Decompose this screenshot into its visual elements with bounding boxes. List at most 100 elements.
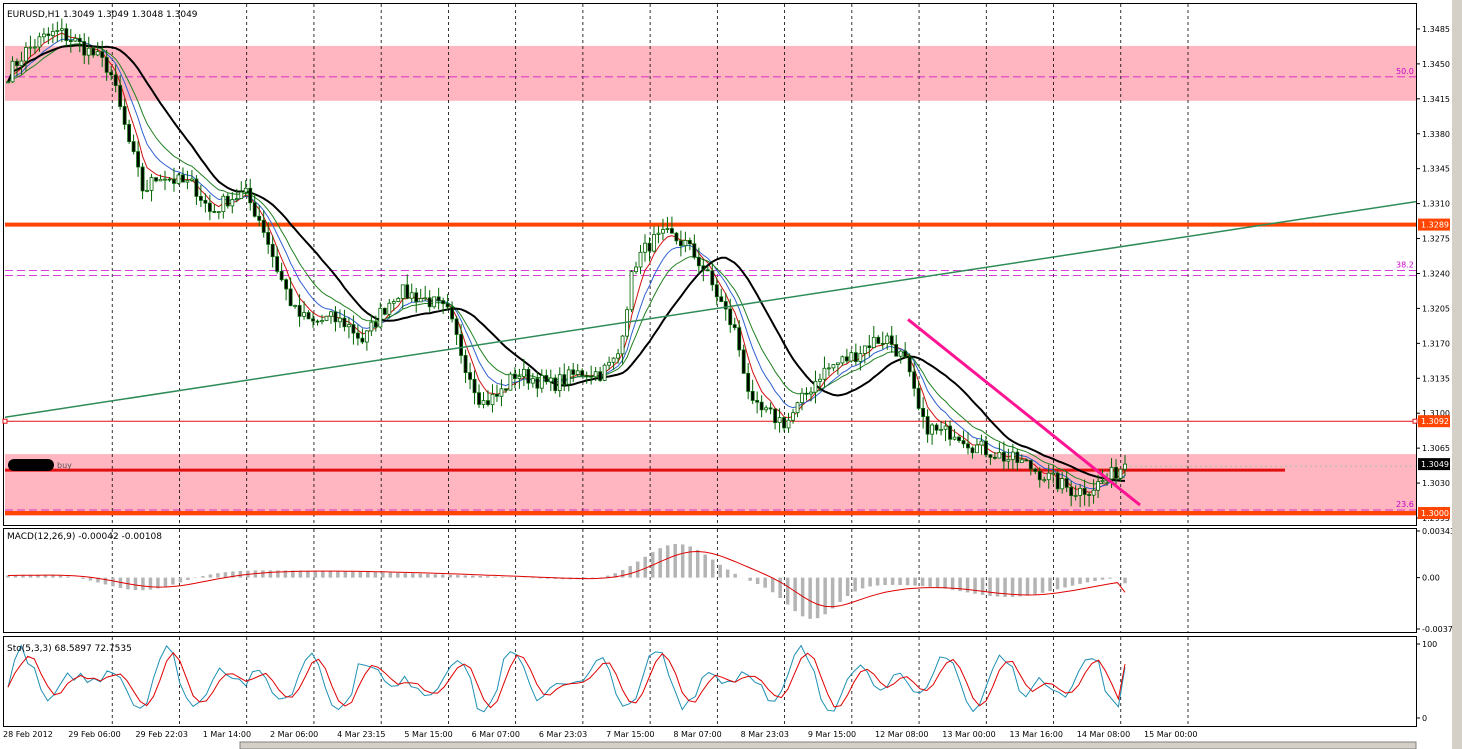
ma-mid-line <box>7 38 1126 490</box>
candle-body <box>203 199 208 204</box>
candle-body <box>46 33 51 36</box>
candle-body <box>382 307 387 315</box>
time-axis-label: 1 Mar 14:00 <box>203 730 251 739</box>
time-axis-label: 6 Mar 07:00 <box>472 730 520 739</box>
candle-body <box>472 378 477 394</box>
candle-body <box>634 266 638 273</box>
candle-body <box>1073 495 1078 497</box>
ma-slow-line <box>7 43 1126 485</box>
candle-body <box>24 47 28 62</box>
order-type-label: buy <box>57 461 72 470</box>
candle-body <box>154 177 158 182</box>
time-axis-label: 13 Mar 00:00 <box>942 730 995 739</box>
candle-body <box>82 41 87 56</box>
candle-body <box>593 371 598 378</box>
candle-body <box>104 57 109 73</box>
candle-body <box>768 407 773 410</box>
candle-body <box>894 344 899 357</box>
candle-body <box>602 364 607 381</box>
candle-body <box>997 451 1002 459</box>
stochastic-signal-line <box>7 652 1126 709</box>
candle-body <box>723 301 728 310</box>
candle-body <box>705 269 710 272</box>
candle-body <box>234 198 239 200</box>
candle-body <box>777 417 782 424</box>
candle-body <box>499 388 504 397</box>
candle-body <box>934 424 939 431</box>
ma-long-line <box>7 44 1126 482</box>
candle-body <box>544 375 549 383</box>
candle-body <box>696 256 701 267</box>
candle-body <box>216 211 221 214</box>
bottom-scrollbar[interactable] <box>239 741 1417 749</box>
macd-panel[interactable] <box>3 528 1417 633</box>
candle-body <box>418 298 423 303</box>
candle-body <box>661 229 665 234</box>
candle-body <box>28 46 33 49</box>
candle-body <box>683 240 688 247</box>
candle-body <box>517 375 522 379</box>
price-tag <box>1418 458 1450 471</box>
candle-body <box>1123 463 1127 470</box>
price-tag-label: 1.3289 <box>1421 221 1449 230</box>
macd-axis-label: -0.00378 <box>1422 625 1458 634</box>
price-axis-label: 1.3100 <box>1422 409 1450 418</box>
price-axis-label: 1.3345 <box>1422 165 1450 174</box>
candle-body <box>589 375 594 378</box>
price-tag <box>1418 415 1450 428</box>
candle-body <box>369 321 374 332</box>
candle-body <box>1015 451 1020 463</box>
candle-body <box>190 178 194 181</box>
candle-body <box>687 240 692 245</box>
candle-body <box>580 370 585 376</box>
candle-body <box>759 401 764 411</box>
candle-body <box>876 336 881 344</box>
time-axis-label: 15 Mar 00:00 <box>1144 730 1197 739</box>
candle-body <box>432 296 437 308</box>
candle-body <box>786 419 791 429</box>
candle-body <box>732 324 737 329</box>
candle-body <box>943 425 948 430</box>
candle-body <box>1037 471 1042 481</box>
candle-body <box>755 400 760 403</box>
candle-body <box>692 243 697 258</box>
candle-body <box>486 400 490 406</box>
candle-body <box>656 232 661 235</box>
time-axis-label: 9 Mar 15:00 <box>808 730 856 739</box>
candle-body <box>373 321 378 328</box>
candle-body <box>140 166 145 192</box>
candle-body <box>1006 458 1011 462</box>
candle-body <box>858 353 863 362</box>
descending-trendline <box>907 318 1141 507</box>
candle-body <box>356 332 360 339</box>
candle-body <box>539 375 544 389</box>
candle-body <box>284 279 289 290</box>
candle-body <box>279 270 284 281</box>
candle-body <box>311 318 315 322</box>
candle-body <box>351 324 356 334</box>
time-axis-label: 8 Mar 23:03 <box>741 730 789 739</box>
candle-body <box>387 302 392 315</box>
candle-body <box>320 320 324 323</box>
candle-body <box>1010 451 1015 460</box>
candle-body <box>1118 468 1123 479</box>
candle-body <box>306 312 311 320</box>
candle-body <box>1042 479 1047 482</box>
right-panel-strip <box>1452 0 1462 749</box>
candle-body <box>225 195 230 207</box>
candle-body <box>719 296 724 302</box>
candle-body <box>454 318 459 335</box>
candle-body <box>728 308 733 326</box>
candle-body <box>1055 472 1060 490</box>
candle-body <box>477 392 481 405</box>
candle-body <box>988 454 993 458</box>
candle-body <box>818 378 822 382</box>
level-handle <box>2 418 8 424</box>
candle-body <box>553 377 558 391</box>
price-axis-label: 1.3205 <box>1422 304 1450 313</box>
candle-body <box>701 265 706 271</box>
candle-body <box>961 440 966 445</box>
candle-body <box>535 378 540 389</box>
fibonacci-level-label: 38.2 <box>1396 260 1414 269</box>
candle-body <box>1051 472 1056 475</box>
